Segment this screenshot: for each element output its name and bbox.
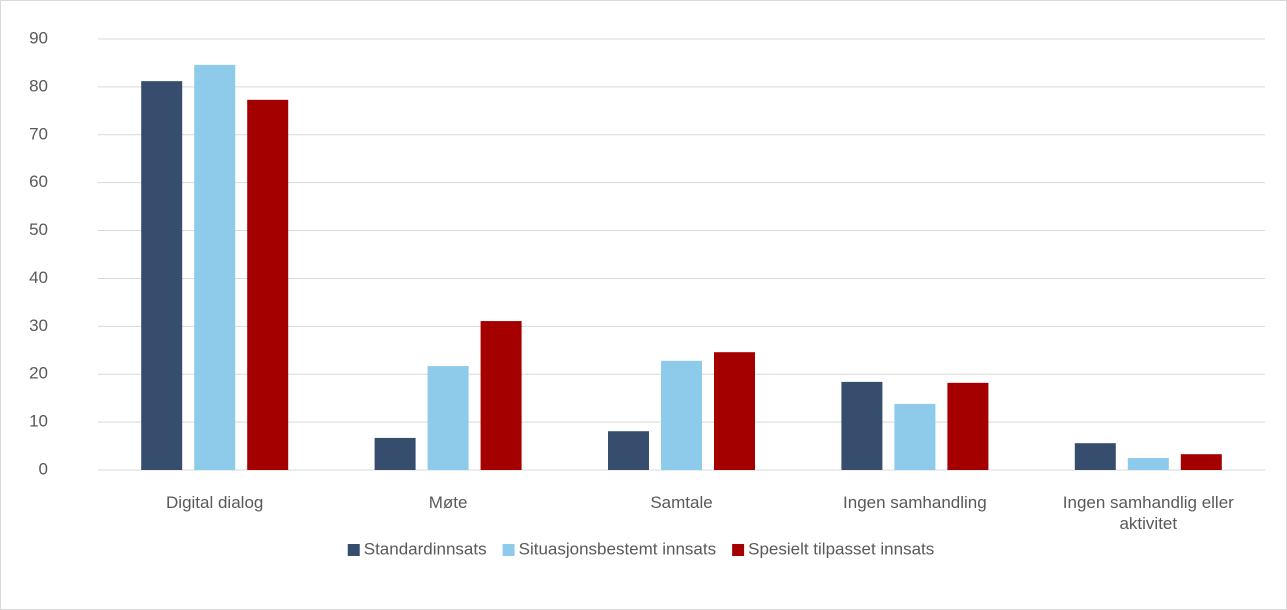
bar: [374, 437, 416, 470]
legend-swatch: [502, 544, 515, 556]
legend-label: Spesielt tilpasset innsats: [748, 539, 934, 558]
bar: [947, 382, 989, 470]
y-tick-label: 20: [29, 364, 48, 383]
bar: [141, 81, 183, 471]
bar: [427, 366, 469, 470]
bar: [714, 352, 755, 470]
x-tick-label: Samtale: [650, 493, 713, 512]
legend-label: Standardinnsats: [364, 539, 487, 558]
bar: [247, 99, 289, 471]
bar: [841, 381, 883, 470]
bar: [1180, 454, 1222, 470]
bar: [1074, 443, 1116, 470]
x-tick-label: Møte: [428, 493, 468, 512]
y-tick-label: 90: [29, 28, 48, 47]
y-tick-label: 50: [29, 220, 48, 239]
bar: [894, 403, 936, 470]
y-tick-label: 80: [29, 76, 48, 95]
x-tick-label: Ingen samhandlig eller aktivitet: [1062, 493, 1234, 533]
y-tick-label: 0: [39, 459, 48, 478]
y-tick-label: 60: [29, 172, 48, 191]
bar: [661, 360, 702, 470]
y-tick-label: 40: [29, 268, 48, 287]
x-tick-label: Digital dialog: [166, 493, 264, 512]
legend-label: Situasjonsbestemt innsats: [519, 539, 717, 558]
bar: [194, 64, 236, 471]
legend-swatch: [347, 544, 360, 556]
y-tick-label: 70: [29, 124, 48, 143]
legend-swatch: [732, 544, 745, 556]
bar: [480, 321, 522, 470]
x-tick-label: Ingen samhandling: [843, 493, 987, 512]
y-tick-label: 10: [29, 412, 48, 431]
y-tick-label: 30: [29, 316, 48, 335]
bar: [608, 431, 649, 470]
bar: [1127, 458, 1169, 470]
